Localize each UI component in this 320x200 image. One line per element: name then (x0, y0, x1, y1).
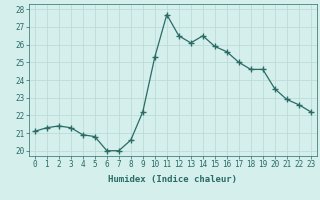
X-axis label: Humidex (Indice chaleur): Humidex (Indice chaleur) (108, 175, 237, 184)
